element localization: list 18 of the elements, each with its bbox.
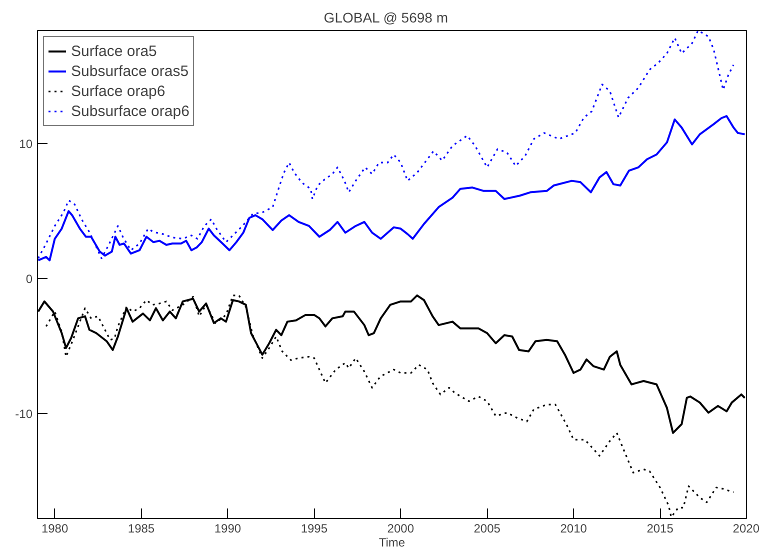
y-tick-label: 10 bbox=[19, 137, 33, 152]
legend-label: Subsurface oras5 bbox=[71, 62, 189, 80]
x-tick-label: 2010 bbox=[560, 522, 588, 536]
x-tick-label: 1985 bbox=[128, 522, 155, 536]
x-tick-label: 1980 bbox=[41, 522, 68, 536]
x-tick-label: 2020 bbox=[732, 522, 759, 536]
x-tick-label: 1995 bbox=[300, 522, 328, 536]
x-tick-label: 2015 bbox=[646, 522, 674, 536]
y-tick-label: 0 bbox=[26, 272, 33, 286]
legend-label: Surface ora5 bbox=[71, 42, 157, 60]
x-tick-label: 1990 bbox=[214, 522, 242, 536]
y-tick-label: -10 bbox=[15, 406, 33, 421]
x-tick-label: 2005 bbox=[474, 522, 501, 536]
legend-label: Surface orap6 bbox=[71, 82, 166, 100]
chart-title: GLOBAL @ 5698 m bbox=[324, 10, 448, 26]
x-tick-label: 2000 bbox=[387, 522, 414, 536]
x-axis-title: Time bbox=[378, 536, 406, 550]
legend-label: Subsurface orap6 bbox=[71, 102, 190, 120]
